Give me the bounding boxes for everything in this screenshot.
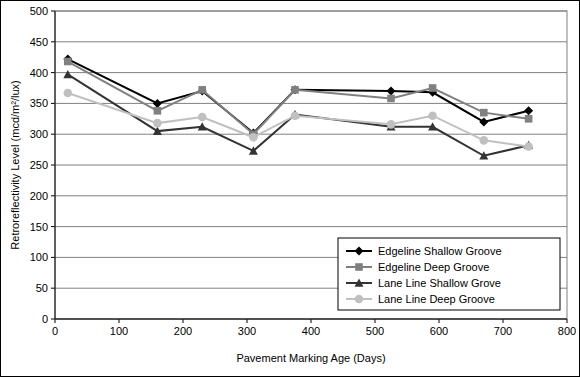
y-tick xyxy=(51,288,55,289)
series-group xyxy=(63,55,533,160)
grid-line xyxy=(55,134,567,135)
x-tick xyxy=(55,319,56,323)
legend-label: Edgeline Deep Groove xyxy=(378,261,489,273)
grid-line xyxy=(55,72,567,73)
y-tick xyxy=(51,134,55,135)
y-tick-label: 100 xyxy=(30,251,48,263)
point xyxy=(198,86,206,94)
x-tick xyxy=(503,319,504,323)
legend-marker xyxy=(355,279,364,287)
x-tick-label: 600 xyxy=(430,325,448,337)
x-tick-label: 0 xyxy=(52,325,58,337)
y-tick xyxy=(51,72,55,73)
legend-label: Edgeline Shallow Groove xyxy=(378,245,502,257)
grid-line xyxy=(55,103,567,104)
point xyxy=(428,111,437,120)
plot-frame xyxy=(55,11,567,319)
grid-line xyxy=(55,195,567,196)
point xyxy=(428,122,437,130)
series-line xyxy=(68,59,529,133)
x-tick xyxy=(311,319,312,323)
x-axis xyxy=(55,319,567,320)
grid-line xyxy=(55,165,567,166)
x-tick-label: 300 xyxy=(238,325,256,337)
x-tick-label: 800 xyxy=(558,325,576,337)
y-tick-label: 200 xyxy=(30,190,48,202)
point xyxy=(153,119,162,128)
chart-border xyxy=(1,1,580,377)
point xyxy=(249,133,258,142)
point xyxy=(198,87,207,96)
series-line xyxy=(68,74,529,155)
series-line xyxy=(68,93,529,147)
y-tick xyxy=(51,103,55,104)
x-tick xyxy=(375,319,376,323)
point xyxy=(525,115,533,123)
x-tick-label: 400 xyxy=(302,325,320,337)
x-tick-label: 700 xyxy=(494,325,512,337)
y-tick-label: 400 xyxy=(30,67,48,79)
legend-label: Lane Line Deep Groove xyxy=(378,293,495,305)
x-tick xyxy=(183,319,184,323)
point xyxy=(291,86,299,94)
y-axis xyxy=(55,11,56,319)
point xyxy=(291,111,300,120)
point xyxy=(524,106,533,115)
y-tick xyxy=(51,11,55,12)
x-tick-label: 200 xyxy=(174,325,192,337)
point xyxy=(63,70,72,78)
x-tick xyxy=(439,319,440,323)
y-tick xyxy=(51,257,55,258)
y-tick xyxy=(51,165,55,166)
y-tick-label: 300 xyxy=(30,128,48,140)
y-tick-label: 350 xyxy=(30,97,48,109)
point xyxy=(291,85,300,94)
point xyxy=(524,142,533,151)
point xyxy=(64,89,73,98)
point xyxy=(387,87,396,96)
x-tick xyxy=(119,319,120,323)
y-tick xyxy=(51,195,55,196)
point xyxy=(479,117,488,126)
y-tick xyxy=(51,41,55,42)
grid-line xyxy=(55,226,567,227)
point xyxy=(387,120,396,129)
point xyxy=(153,99,162,108)
point xyxy=(154,107,162,115)
y-tick xyxy=(51,226,55,227)
y-tick-label: 150 xyxy=(30,221,48,233)
point xyxy=(198,113,207,122)
legend-marker xyxy=(355,263,363,271)
legend-marker xyxy=(355,295,364,304)
y-tick-label: 50 xyxy=(36,282,48,294)
chart: 0 50 100 150 200 250 300 350 400 450 500 0 100 200 300… xyxy=(0,0,580,377)
legend-box xyxy=(338,238,560,310)
legend-label: Lane Line Shallow Grove xyxy=(378,277,501,289)
y-tick-label: 500 xyxy=(30,5,48,17)
x-tick-label: 100 xyxy=(110,325,128,337)
series-line xyxy=(68,62,529,135)
legend-marker xyxy=(355,247,364,256)
grid-line xyxy=(55,41,567,42)
point xyxy=(480,136,489,145)
point xyxy=(198,122,207,130)
y-tick xyxy=(51,319,55,320)
y-tick-label: 450 xyxy=(30,36,48,48)
point xyxy=(480,109,488,117)
point xyxy=(387,95,395,103)
y-tick-label: 250 xyxy=(30,159,48,171)
point xyxy=(249,146,258,154)
point xyxy=(64,58,72,66)
x-axis-label: Pavement Marking Age (Days) xyxy=(236,352,385,364)
x-tick xyxy=(567,319,568,323)
legend: Edgeline Shallow Groove Edgeline Deep Gro… xyxy=(338,238,560,310)
point xyxy=(479,151,488,159)
x-tick-label: 500 xyxy=(366,325,384,337)
point xyxy=(429,84,437,92)
y-axis-label: Retroreflectivity Level (mcd/m²/lux) xyxy=(9,80,21,249)
x-tick xyxy=(247,319,248,323)
y-tick-label: 0 xyxy=(42,313,48,325)
grid-line xyxy=(55,319,567,320)
point xyxy=(153,127,162,135)
